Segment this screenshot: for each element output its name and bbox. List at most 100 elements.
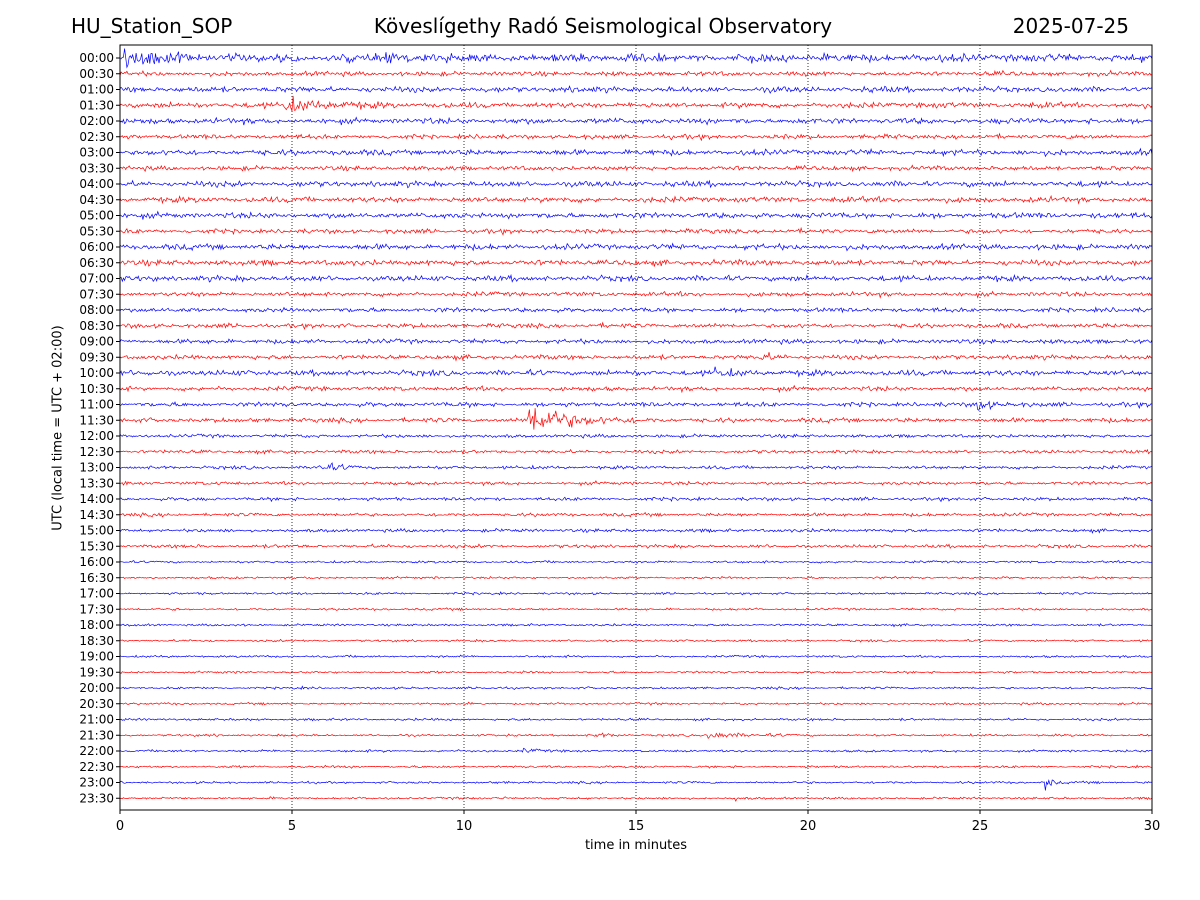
- x-axis-label: time in minutes: [584, 838, 688, 853]
- y-tick-label: 11:30: [79, 413, 114, 427]
- trace-1000: [119, 366, 1153, 378]
- y-tick-label: 14:00: [79, 492, 114, 506]
- trace-0930: [119, 352, 1153, 362]
- trace-1230: [119, 448, 1153, 455]
- y-tick-label: 19:30: [79, 665, 114, 679]
- trace-0530: [119, 226, 1153, 236]
- trace-0130: [119, 95, 1153, 112]
- y-tick-label: 02:30: [79, 130, 114, 144]
- y-tick-label: 06:30: [79, 256, 114, 270]
- y-tick-label: 07:30: [79, 287, 114, 301]
- y-tick-label: 08:00: [79, 303, 114, 317]
- y-tick-label: 16:00: [79, 555, 114, 569]
- trace-1200: [119, 433, 1153, 439]
- y-tick-label: 21:00: [79, 713, 114, 727]
- y-tick-label: 18:00: [79, 618, 114, 632]
- y-tick-label: 05:00: [79, 209, 114, 223]
- y-tick-label: 02:00: [79, 114, 114, 128]
- y-tick-label: 11:00: [79, 398, 114, 412]
- x-tick-label: 0: [116, 819, 124, 834]
- chart-title-text: Köveslígethy Radó Seismological Observat…: [373, 14, 833, 38]
- trace-1100: [119, 400, 1153, 411]
- y-tick-label: 10:00: [79, 366, 114, 380]
- y-tick-label: 16:30: [79, 571, 114, 585]
- trace-2100: [119, 717, 1153, 722]
- y-tick-label: 05:30: [79, 224, 114, 238]
- trace-0230: [119, 132, 1153, 142]
- trace-1330: [120, 480, 1153, 487]
- trace-0830: [119, 321, 1153, 330]
- y-tick-label: 21:30: [79, 728, 114, 742]
- y-tick-label: 08:30: [79, 319, 114, 333]
- trace-0730: [119, 290, 1153, 299]
- y-tick-label: 23:00: [79, 776, 114, 790]
- y-tick-label: 09:30: [79, 350, 114, 364]
- trace-1130: [119, 408, 1153, 430]
- y-tick-label: 09:00: [79, 335, 114, 349]
- trace-0100: [119, 85, 1153, 94]
- y-tick-label: 01:30: [79, 98, 114, 112]
- trace-1630: [120, 575, 1153, 580]
- trace-0200: [119, 116, 1153, 126]
- y-tick-label: 03:00: [79, 146, 114, 160]
- x-tick-label: 5: [288, 819, 296, 834]
- y-tick-label: 20:00: [79, 681, 114, 695]
- y-tick-label: 15:00: [79, 524, 114, 538]
- x-tick-label: 10: [456, 819, 473, 834]
- trace-0330: [119, 164, 1153, 173]
- chart-title: Köveslígethy Radó Seismological Observat…: [0, 14, 1200, 38]
- y-tick-label: 04:00: [79, 177, 114, 191]
- y-tick-label: 18:30: [79, 634, 114, 648]
- trace-1730: [119, 607, 1153, 612]
- y-tick-label: 07:00: [79, 272, 114, 286]
- trace-1600: [119, 559, 1153, 564]
- trace-0000: [119, 48, 1153, 69]
- x-tick-label: 30: [1144, 819, 1161, 834]
- y-tick-label: 17:00: [79, 587, 114, 601]
- y-tick-label: 10:30: [79, 382, 114, 396]
- y-tick-label: 12:00: [79, 429, 114, 443]
- y-tick-label: 13:00: [79, 461, 114, 475]
- trace-0030: [119, 69, 1153, 78]
- y-tick-label: 23:30: [79, 791, 114, 805]
- trace-2230: [119, 764, 1152, 769]
- y-tick-label: 22:00: [79, 744, 114, 758]
- trace-0600: [119, 242, 1153, 252]
- y-tick-label: 00:00: [79, 51, 114, 65]
- y-tick-label: 06:00: [79, 240, 114, 254]
- y-tick-label: 03:30: [79, 161, 114, 175]
- trace-2030: [119, 701, 1153, 706]
- y-tick-label: 17:30: [79, 602, 114, 616]
- trace-1400: [119, 496, 1152, 503]
- y-tick-label: 12:30: [79, 445, 114, 459]
- station-name: HU_Station_SOP: [71, 14, 233, 38]
- trace-2300: [119, 779, 1153, 791]
- y-tick-label: 00:30: [79, 67, 114, 81]
- y-tick-label: 22:30: [79, 760, 114, 774]
- y-tick-label: 01:00: [79, 83, 114, 97]
- trace-2200: [119, 747, 1152, 754]
- y-tick-label: 13:30: [79, 476, 114, 490]
- trace-2130: [119, 732, 1153, 740]
- trace-0430: [119, 195, 1153, 205]
- trace-1500: [119, 527, 1153, 534]
- trace-1430: [119, 511, 1153, 518]
- trace-1300: [119, 462, 1153, 471]
- trace-1530: [119, 543, 1153, 550]
- trace-1900: [119, 654, 1153, 659]
- trace-0900: [119, 337, 1153, 346]
- y-axis-label: UTC (local time = UTC + 02:00): [50, 325, 66, 531]
- y-tick-label: 15:30: [79, 539, 114, 553]
- trace-1930: [119, 670, 1153, 675]
- x-tick-label: 15: [628, 819, 645, 834]
- y-tick-label: 04:30: [79, 193, 114, 207]
- trace-1700: [119, 591, 1153, 596]
- trace-1030: [119, 384, 1153, 394]
- trace-1830: [119, 638, 1153, 643]
- x-tick-label: 25: [972, 819, 989, 834]
- x-tick-label: 20: [800, 819, 817, 834]
- trace-0400: [120, 179, 1153, 189]
- y-tick-label: 19:00: [79, 650, 114, 664]
